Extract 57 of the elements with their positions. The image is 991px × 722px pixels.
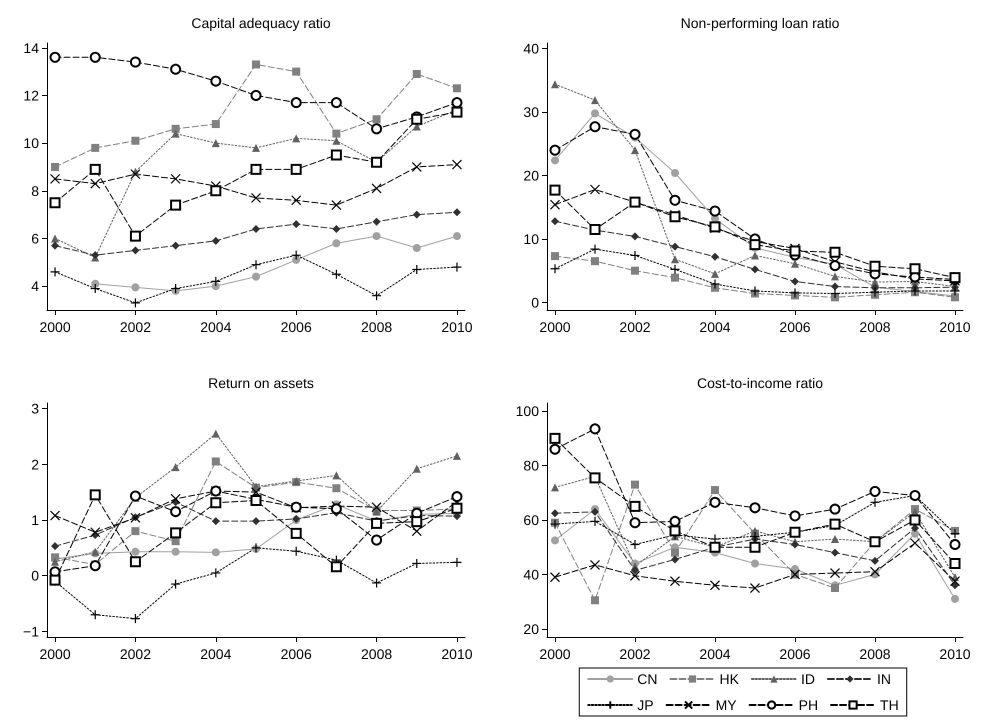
x-tick-label: 2008 [859,646,891,662]
legend-label: HK [719,671,740,687]
x-tick-label: 2000 [39,319,71,335]
x-tick-label: 2000 [539,319,571,335]
y-tick-label: 0 [531,294,540,310]
x-tick-label: 2010 [441,646,473,662]
y-tick-label: 8 [31,182,40,199]
x-tick-label: 2004 [200,646,232,662]
y-tick-label: −1 [23,623,40,640]
y-tick-label: 6 [31,230,40,246]
x-tick-label: 2004 [699,646,731,662]
x-tick-label: 2004 [699,319,731,335]
legend-label: JP [637,697,654,713]
legend-label: TH [880,697,899,713]
x-tick-label: 2002 [619,319,651,335]
x-tick-label: 2002 [120,646,152,662]
chart-title: Non-performing loan ratio [680,15,840,31]
legend-label: MY [716,697,738,713]
y-tick-label: 1 [31,512,40,528]
y-tick-label: 30 [523,104,540,120]
chart-title: Return on assets [208,375,314,391]
x-tick-label: 2004 [200,319,232,335]
y-tick-label: 3 [31,400,40,417]
x-tick-label: 2002 [619,646,651,662]
x-tick-label: 2002 [120,319,152,335]
y-tick-label: 100 [516,403,540,420]
y-tick-label: 12 [23,87,40,104]
chart-title: Cost-to-income ratio [696,375,824,391]
y-tick-label: 4 [31,278,40,294]
y-tick-label: 40 [523,40,540,57]
chart-title: Capital adequacy ratio [191,15,331,31]
x-tick-label: 2008 [859,319,891,335]
x-tick-label: 2006 [280,646,312,662]
y-tick-label: 60 [523,512,540,528]
y-tick-label: 20 [523,620,540,637]
y-tick-label: 10 [523,230,540,247]
x-tick-label: 2010 [939,646,971,662]
legend-label: ID [800,671,815,687]
y-tick-label: 14 [23,40,40,56]
y-tick-label: 20 [523,168,540,184]
y-tick-label: 10 [23,135,40,152]
legend-label: IN [876,671,891,687]
x-tick-label: 2008 [361,646,392,662]
y-tick-label: 40 [523,566,540,582]
x-tick-label: 2000 [539,646,571,662]
x-tick-label: 2010 [939,319,971,335]
x-tick-label: 2008 [361,319,392,335]
y-tick-label: 2 [31,456,40,472]
x-tick-label: 2006 [280,319,312,335]
y-tick-label: 0 [31,568,40,584]
x-tick-label: 2006 [779,319,811,335]
x-tick-label: 2010 [441,319,473,335]
x-tick-label: 2000 [39,646,71,662]
legend-label: CN [637,671,658,687]
y-tick-label: 80 [523,458,540,474]
x-tick-label: 2006 [779,646,811,662]
legend-label: PH [798,697,818,713]
